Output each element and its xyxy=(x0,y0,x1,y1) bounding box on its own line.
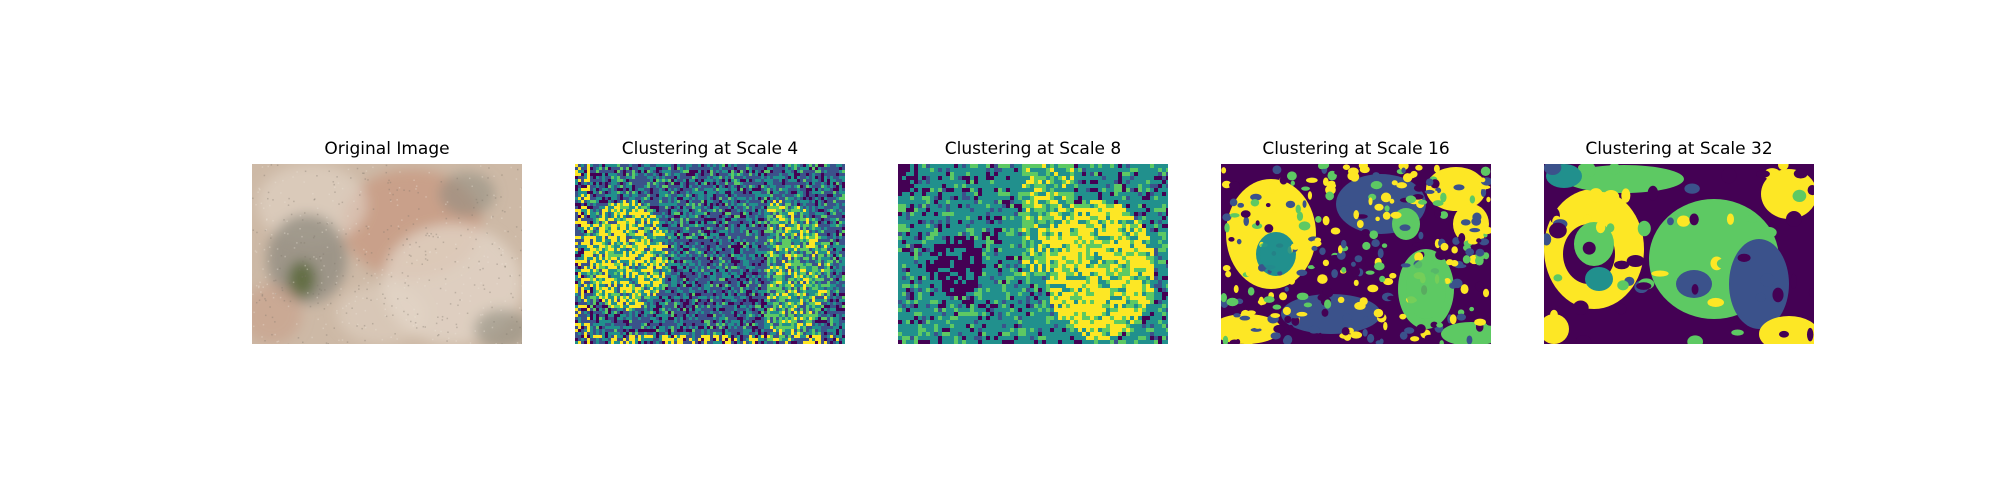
cluster-map-scale-8 xyxy=(898,164,1168,344)
panel-title: Original Image xyxy=(324,139,450,159)
panel-clustering-scale-16: Clustering at Scale 16 xyxy=(1221,139,1491,344)
panel-title: Clustering at Scale 8 xyxy=(944,139,1122,159)
cluster-map-scale-32 xyxy=(1544,164,1814,344)
original-image-graphic xyxy=(252,164,522,344)
panel-title: Clustering at Scale 16 xyxy=(1262,139,1450,159)
cluster-map-scale-4 xyxy=(575,164,845,344)
cluster-map-graphic xyxy=(1544,164,1814,344)
original-image xyxy=(252,164,522,344)
panel-clustering-scale-8: Clustering at Scale 8 xyxy=(898,139,1168,344)
panel-title: Clustering at Scale 4 xyxy=(621,139,799,159)
panel-original-image: Original Image xyxy=(252,139,522,344)
panel-clustering-scale-32: Clustering at Scale 32 xyxy=(1544,139,1814,344)
cluster-map-graphic xyxy=(575,164,845,344)
cluster-map-scale-16 xyxy=(1221,164,1491,344)
panel-clustering-scale-4: Clustering at Scale 4 xyxy=(575,139,845,344)
panel-title: Clustering at Scale 32 xyxy=(1585,139,1773,159)
cluster-map-graphic xyxy=(898,164,1168,344)
cluster-map-graphic xyxy=(1221,164,1491,344)
